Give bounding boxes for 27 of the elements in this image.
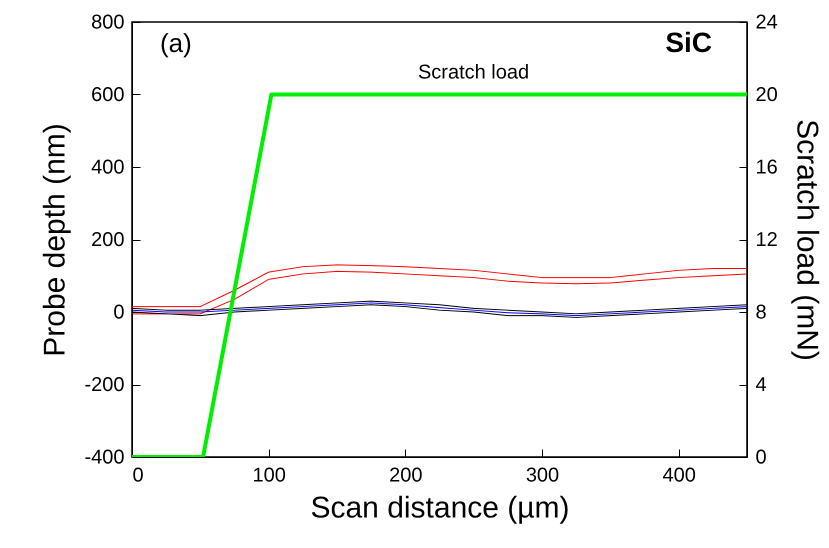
y-tick-label: -200 xyxy=(84,374,124,396)
y2-tick-label: 24 xyxy=(756,12,778,34)
x-tick-label: 100 xyxy=(252,464,286,486)
y-tick-label: 0 xyxy=(113,302,124,324)
x-tick-label: 0 xyxy=(132,464,144,486)
line-series xyxy=(132,270,747,314)
y-tick-label: 800 xyxy=(91,12,124,34)
annotation: (a) xyxy=(160,28,192,58)
y-tick-label: 200 xyxy=(91,229,124,251)
y-tick-label: 600 xyxy=(91,84,124,106)
y-tick-label: -400 xyxy=(84,446,124,468)
line-series xyxy=(132,264,747,308)
y2-tick-label: 12 xyxy=(756,229,778,251)
y2-tick-label: 4 xyxy=(756,374,767,396)
x-tick-label: 200 xyxy=(389,464,423,486)
y-axis-title: Probe depth (nm) xyxy=(38,123,72,357)
y2-axis-title: Scratch load (mN) xyxy=(790,119,824,361)
x-tick-label: 400 xyxy=(662,464,696,486)
y2-tick-label: 0 xyxy=(756,446,767,468)
x-axis-title: Scan distance (µm) xyxy=(310,492,570,524)
y-tick-label: 400 xyxy=(91,156,124,178)
series-label: Scratch load xyxy=(418,62,530,84)
y2-tick-label: 20 xyxy=(756,84,778,106)
annotation: SiC xyxy=(665,27,712,58)
x-tick-label: 300 xyxy=(526,464,560,486)
y2-tick-label: 8 xyxy=(756,302,767,324)
y2-tick-label: 16 xyxy=(756,156,778,178)
